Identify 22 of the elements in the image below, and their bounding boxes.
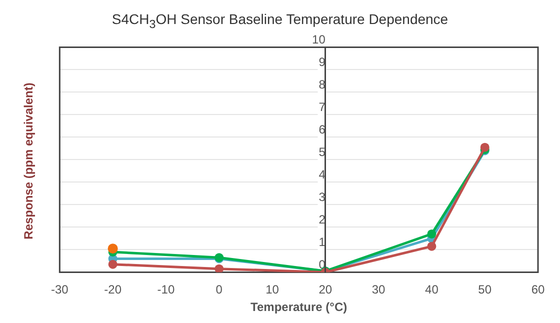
y-tick-label: 9: [318, 55, 326, 70]
y-tick-label: 4: [318, 168, 326, 182]
y-tick-label: 1: [318, 235, 326, 250]
y-tick-label: 8: [318, 78, 326, 92]
x-tick-label: -20: [104, 282, 122, 297]
x-tick-label: 30: [372, 282, 386, 297]
y-tick-label: 2: [318, 212, 326, 227]
x-tick-label: -10: [157, 282, 175, 297]
x-tick-label: 20: [318, 282, 332, 297]
y-tick-label: 7: [318, 100, 326, 114]
x-tick-label: 0: [216, 282, 223, 297]
y-axis-title: Response (ppm equivalent): [21, 82, 36, 240]
x-tick-label: 50: [478, 282, 492, 297]
x-tick-label: -30: [51, 282, 69, 297]
x-axis-title: Temperature (°C): [250, 300, 348, 314]
y-tick-label: 6: [318, 122, 326, 137]
y-tick-label: 3: [318, 190, 326, 204]
chart-title: S4CH$_{3}$OH Sensor Baseline Temperature Dependence: [110, 10, 450, 31]
x-tick-label: 10: [266, 282, 280, 297]
y-tick-label: 10: [312, 32, 326, 47]
x-tick-label: 40: [425, 282, 439, 297]
x-tick-label: 60: [531, 282, 545, 297]
